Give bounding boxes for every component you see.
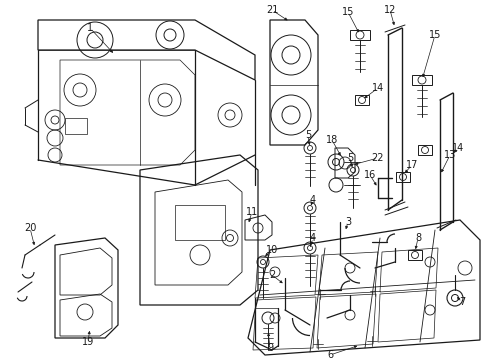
- Text: 4: 4: [309, 195, 315, 205]
- Text: 10: 10: [265, 245, 278, 255]
- Text: 14: 14: [451, 143, 463, 153]
- Bar: [175, 205, 224, 240]
- Text: 5: 5: [304, 130, 310, 140]
- Text: 4: 4: [309, 233, 315, 243]
- Text: 22: 22: [371, 153, 384, 163]
- Text: 20: 20: [24, 223, 36, 233]
- Text: 1: 1: [87, 23, 93, 33]
- Text: 15: 15: [341, 7, 353, 17]
- Text: 5: 5: [346, 153, 352, 163]
- Bar: [65, 118, 87, 134]
- Text: 14: 14: [371, 83, 384, 93]
- Text: 2: 2: [268, 270, 275, 280]
- Text: 9: 9: [266, 343, 272, 353]
- Text: 13: 13: [443, 150, 455, 160]
- Text: 17: 17: [405, 160, 417, 170]
- Text: 8: 8: [414, 233, 420, 243]
- Text: 21: 21: [265, 5, 278, 15]
- Text: 18: 18: [325, 135, 337, 145]
- Text: 6: 6: [326, 350, 332, 360]
- Text: 15: 15: [428, 30, 440, 40]
- Text: 19: 19: [81, 337, 94, 347]
- Text: 16: 16: [363, 170, 375, 180]
- Text: 12: 12: [383, 5, 395, 15]
- Text: 7: 7: [458, 297, 464, 307]
- Text: 3: 3: [344, 217, 350, 227]
- Text: 11: 11: [245, 207, 258, 217]
